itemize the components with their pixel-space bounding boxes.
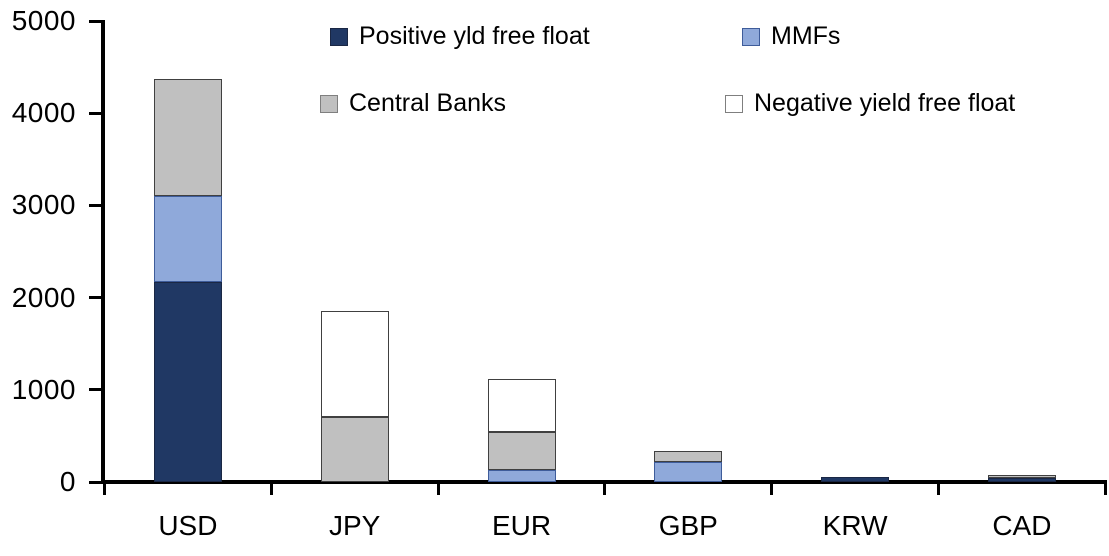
bar-segment-JPY-negative-yield-free-float — [320, 310, 389, 417]
x-category-label-usd: USD — [158, 510, 218, 541]
y-axis-line — [101, 20, 105, 483]
y-tick-label-4000: 4000 — [11, 97, 76, 129]
bar-segment-GBP-mmfs — [654, 461, 723, 482]
legend-item-positive-yld-free-float: Positive yld free float — [330, 23, 590, 50]
x-tick-1 — [269, 482, 273, 495]
legend-label: Central Banks — [349, 89, 507, 117]
legend-swatch-positive-yld-free-float — [330, 27, 348, 46]
y-tick-0 — [89, 480, 102, 484]
bar-segment-GBP-central-banks — [654, 450, 723, 462]
bar-segment-CAD-central-banks — [987, 475, 1056, 478]
bar-segment-EUR-negative-yield-free-float — [487, 378, 556, 432]
y-tick-1000 — [89, 388, 102, 392]
x-category-label-gbp: GBP — [658, 510, 718, 541]
y-tick-label-3000: 3000 — [11, 189, 76, 221]
bar-segment-EUR-mmfs — [487, 470, 556, 482]
x-category-label-jpy: JPY — [329, 510, 381, 541]
y-tick-3000 — [89, 203, 102, 207]
bar-segment-USD-central-banks — [153, 79, 222, 197]
bar-segment-CAD-positive-yld-free-float — [987, 477, 1056, 482]
y-tick-4000 — [89, 111, 102, 115]
y-tick-2000 — [89, 296, 102, 300]
x-tick-3 — [603, 482, 607, 495]
legend-swatch-mmfs — [742, 27, 760, 46]
legend-label: Positive yld free float — [359, 22, 590, 50]
legend-swatch-central-banks — [320, 94, 338, 113]
x-tick-6 — [1103, 482, 1107, 495]
y-tick-label-5000: 5000 — [11, 5, 76, 36]
x-tick-0 — [103, 482, 106, 495]
legend-item-negative-yield-free-float: Negative yield free float — [725, 90, 1015, 117]
bar-segment-USD-mmfs — [153, 196, 222, 282]
x-category-label-krw: KRW — [822, 510, 888, 541]
x-category-label-eur: EUR — [491, 510, 552, 541]
legend-label: MMFs — [771, 22, 841, 50]
legend-swatch-negative-yield-free-float — [725, 94, 743, 113]
y-tick-label-2000: 2000 — [11, 281, 76, 313]
x-tick-5 — [937, 482, 940, 495]
bar-segment-JPY-central-banks — [320, 416, 389, 482]
bar-segment-KRW-positive-yld-free-float — [821, 477, 890, 482]
x-tick-2 — [436, 482, 440, 495]
bar-segment-EUR-central-banks — [487, 431, 556, 471]
legend-label: Negative yield free float — [754, 89, 1016, 117]
legend-item-mmfs: MMFs — [742, 23, 840, 50]
y-tick-label-1000: 1000 — [11, 373, 76, 405]
y-tick-label-0: 0 — [59, 466, 76, 497]
x-category-label-cad: CAD — [992, 510, 1052, 541]
y-tick-5000 — [89, 19, 102, 23]
bar-segment-USD-positive-yld-free-float — [153, 281, 222, 482]
legend-item-central-banks: Central Banks — [320, 90, 506, 117]
x-tick-4 — [770, 482, 774, 495]
